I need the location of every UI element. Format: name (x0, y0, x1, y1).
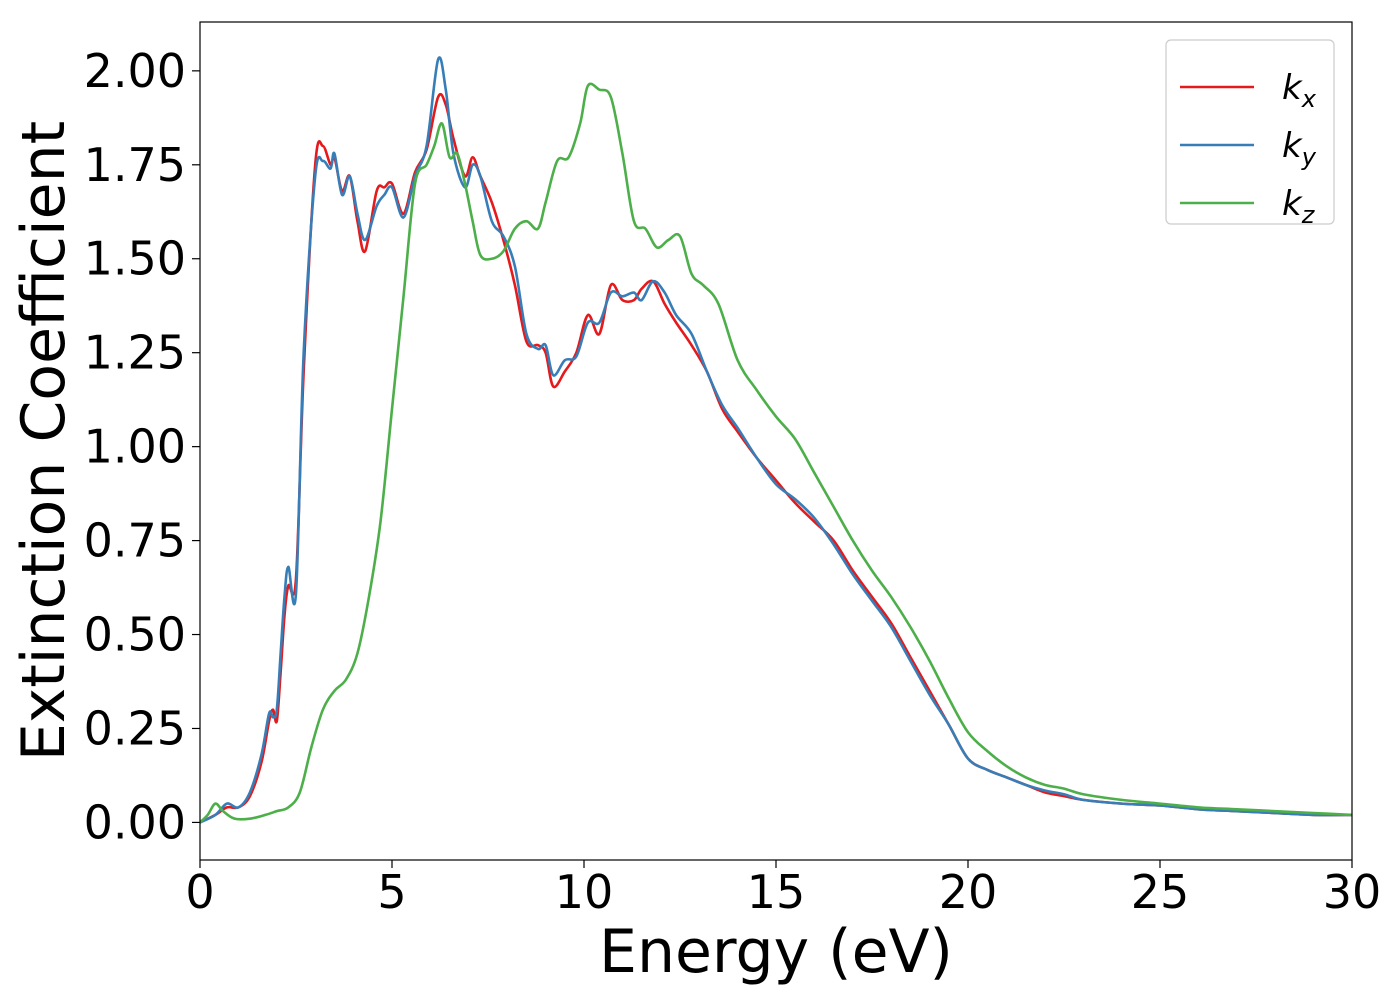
series-line-z (200, 82, 1352, 824)
x-tick-label: 10 (555, 865, 614, 919)
legend-label-subscript: z (1301, 201, 1316, 229)
legend-label-base: k (1282, 68, 1303, 108)
y-tick-label: 0.25 (84, 701, 186, 755)
x-axis-title: Energy (eV) (599, 917, 953, 987)
y-tick-label: 2.00 (84, 44, 186, 98)
x-axis: 0 5 10 15 20 25 30 (185, 860, 1381, 919)
y-tick-label: 0.75 (84, 514, 186, 568)
series-line-y (200, 56, 1352, 824)
y-tick-label: 0.00 (84, 795, 186, 849)
legend-box (1165, 39, 1335, 225)
x-tick-label: 20 (939, 865, 998, 919)
x-tick-label: 25 (1131, 865, 1190, 919)
x-tick-label: 15 (747, 865, 806, 919)
legend-label-base: k (1282, 126, 1303, 166)
y-tick-label: 0.50 (84, 608, 186, 662)
y-axis: 0.00 0.25 0.50 0.75 1.00 1.25 1.50 1.75 2.00 (84, 44, 200, 849)
y-tick-label: 1.25 (84, 326, 186, 380)
x-tick-label: 0 (185, 865, 214, 919)
x-tick-label: 5 (377, 865, 406, 919)
series-lines (200, 56, 1352, 824)
y-tick-label: 1.50 (84, 232, 186, 286)
legend-label-subscript: x (1301, 85, 1317, 113)
legend-label-base: k (1282, 184, 1303, 224)
legend-label-subscript: y (1301, 143, 1317, 171)
legend-label-y: ky (1282, 126, 1317, 171)
x-tick-label: 30 (1323, 865, 1382, 919)
y-tick-label: 1.75 (84, 138, 186, 192)
y-axis-title: Extinction Coefficient (9, 121, 79, 761)
y-tick-label: 1.00 (84, 420, 186, 474)
legend-label-z: kz (1282, 184, 1316, 229)
legend-label-x: kx (1282, 68, 1317, 113)
